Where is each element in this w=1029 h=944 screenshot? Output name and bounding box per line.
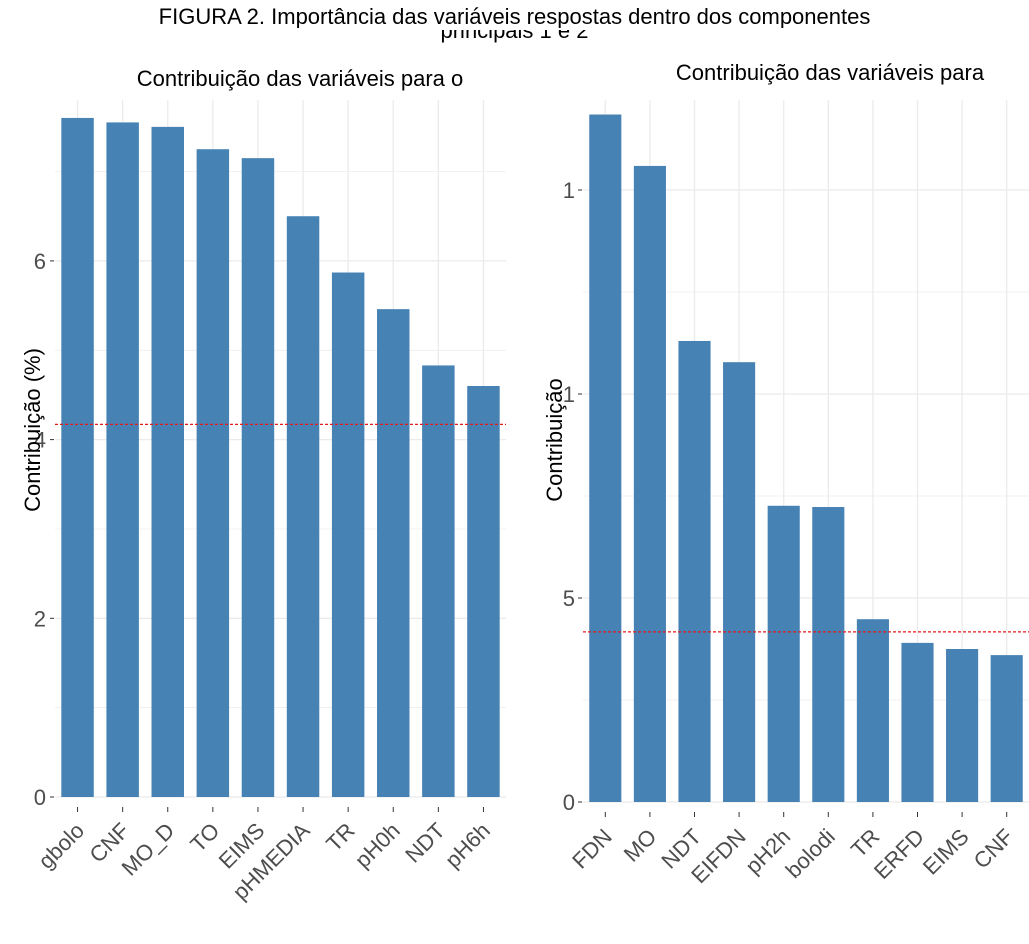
bar-eifdn [723, 362, 756, 802]
x-tick-label: bolodi [781, 824, 840, 883]
x-tick-label: NDT [400, 818, 450, 868]
panel-title: Contribuição das variáveis para [676, 60, 985, 85]
bar-ndt [422, 365, 455, 797]
figure-title: FIGURA 2. Importância das variáveis resp… [158, 6, 871, 28]
y-tick-label: 5 [563, 586, 575, 611]
y-tick-label: 1 [563, 178, 575, 203]
x-tick-label: pH6h [440, 818, 495, 873]
bar-ph2h [767, 505, 800, 802]
y-axis-label: Contribuição (%) [20, 348, 45, 512]
x-tick-label: gbolo [33, 818, 89, 874]
x-tick-label: FDN [567, 824, 617, 874]
bar-mo-d [151, 126, 184, 797]
x-tick-label: EIMS [918, 824, 974, 880]
x-tick-label: MO [619, 824, 662, 867]
bar-cnf [990, 655, 1023, 802]
figure-title-line2-text: principais 1 e 2 [440, 30, 589, 43]
bar-eims [241, 158, 275, 797]
panel-title: Contribuição das variáveis para o [137, 66, 464, 91]
y-tick-label: 1 [563, 382, 575, 407]
y-tick-label: 6 [34, 249, 46, 274]
bar-tr [856, 619, 889, 802]
bar-tr [331, 272, 365, 797]
bar-cnf [106, 122, 139, 798]
y-tick-label: 2 [34, 606, 46, 631]
bar-fdn [589, 114, 622, 802]
y-tick-label: 0 [563, 790, 575, 815]
bar-gbolo [61, 117, 94, 797]
bar-ndt [678, 340, 711, 802]
bar-mo [633, 165, 666, 803]
y-axis-label: Contribuição [542, 378, 567, 502]
bar-erfd [901, 642, 934, 802]
bar-phmedia [286, 216, 320, 798]
bar-to [196, 149, 230, 797]
x-tick-label: pH0h [350, 818, 405, 873]
x-tick-label: CNF [969, 824, 1019, 874]
bar-ph0h [377, 309, 410, 797]
figure-title-line2-clipped: principais 1 e 2 [0, 30, 1029, 44]
bar-eims [946, 649, 979, 802]
x-tick-label: MO_D [117, 818, 180, 881]
bar-bolodi [812, 507, 845, 802]
x-tick-label: ERFD [869, 824, 929, 884]
bar-ph6h [467, 385, 500, 797]
y-tick-label: 0 [34, 785, 46, 810]
y-tick-label: 4 [34, 428, 46, 453]
